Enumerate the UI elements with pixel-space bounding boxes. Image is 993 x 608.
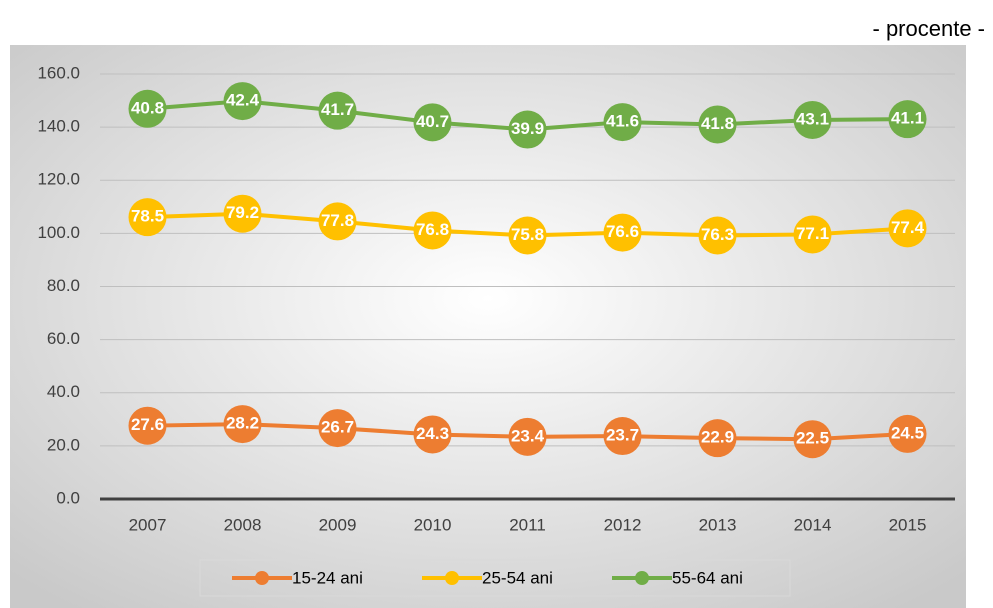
legend-marker <box>445 571 459 585</box>
y-tick-label: 60.0 <box>47 329 80 348</box>
marker <box>318 91 357 130</box>
marker <box>318 409 357 448</box>
marker <box>793 420 832 459</box>
y-tick-label: 40.0 <box>47 382 80 401</box>
y-tick-label: 120.0 <box>37 170 80 189</box>
marker <box>223 405 262 444</box>
x-tick-label: 2011 <box>509 515 546 534</box>
data-label: 27.6 <box>131 415 164 434</box>
marker <box>508 110 547 149</box>
x-tick-label: 2007 <box>129 515 167 534</box>
data-label: 78.5 <box>131 207 164 226</box>
marker <box>223 82 262 121</box>
legend-label: 25-54 ani <box>482 568 553 587</box>
legend-marker <box>255 571 269 585</box>
data-label: 77.4 <box>891 218 925 237</box>
marker <box>698 216 737 255</box>
chart-subtitle: - procente - <box>873 16 986 41</box>
x-tick-label: 2010 <box>414 515 452 534</box>
data-label: 41.1 <box>891 109 924 128</box>
marker <box>508 216 547 255</box>
data-label: 41.6 <box>606 112 639 131</box>
data-label: 79.2 <box>226 203 259 222</box>
marker <box>888 100 927 139</box>
marker <box>128 198 167 237</box>
x-tick-label: 2014 <box>794 515 832 534</box>
data-label: 24.3 <box>416 424 449 443</box>
marker <box>888 209 927 248</box>
data-label: 43.1 <box>796 109 829 128</box>
data-label: 41.8 <box>701 114 734 133</box>
data-label: 23.4 <box>511 426 545 445</box>
marker <box>508 417 547 456</box>
data-label: 23.7 <box>606 426 639 445</box>
x-tick-label: 2013 <box>699 515 737 534</box>
data-label: 76.6 <box>606 222 639 241</box>
y-tick-label: 160.0 <box>37 63 80 82</box>
data-label: 40.8 <box>131 98 164 117</box>
marker <box>413 415 452 454</box>
data-label: 22.9 <box>701 428 734 447</box>
data-label: 39.9 <box>511 119 544 138</box>
marker <box>603 103 642 142</box>
marker <box>413 103 452 142</box>
x-tick-label: 2012 <box>604 515 642 534</box>
x-tick-label: 2015 <box>889 515 927 534</box>
plot-background <box>10 45 966 608</box>
marker <box>413 211 452 250</box>
legend-label: 55-64 ani <box>672 568 743 587</box>
marker <box>603 213 642 252</box>
x-tick-label: 2009 <box>319 515 357 534</box>
data-label: 22.5 <box>796 429 829 448</box>
data-label: 42.4 <box>226 91 260 110</box>
marker <box>793 215 832 254</box>
data-label: 40.7 <box>416 112 449 131</box>
marker <box>128 89 167 128</box>
legend-box <box>199 559 791 597</box>
marker <box>793 100 832 139</box>
marker <box>603 417 642 456</box>
y-tick-label: 0.0 <box>56 488 80 507</box>
data-label: 24.5 <box>891 423 924 442</box>
marker <box>698 105 737 144</box>
data-label: 75.8 <box>511 225 544 244</box>
marker <box>128 406 167 445</box>
data-label: 76.8 <box>416 220 449 239</box>
y-tick-label: 140.0 <box>37 117 80 136</box>
data-label: 41.7 <box>321 100 354 119</box>
y-tick-label: 20.0 <box>47 435 80 454</box>
data-label: 77.8 <box>321 211 354 230</box>
legend-label: 15-24 ani <box>292 568 363 587</box>
x-tick-label: 2008 <box>224 515 262 534</box>
y-tick-label: 100.0 <box>37 223 80 242</box>
data-label: 26.7 <box>321 418 354 437</box>
legend-marker <box>635 571 649 585</box>
data-label: 28.2 <box>226 414 259 433</box>
marker <box>223 194 262 233</box>
marker <box>698 419 737 458</box>
data-label: 77.1 <box>796 224 829 243</box>
data-label: 76.3 <box>701 225 734 244</box>
marker <box>888 414 927 453</box>
y-tick-label: 80.0 <box>47 276 80 295</box>
marker <box>318 202 357 241</box>
